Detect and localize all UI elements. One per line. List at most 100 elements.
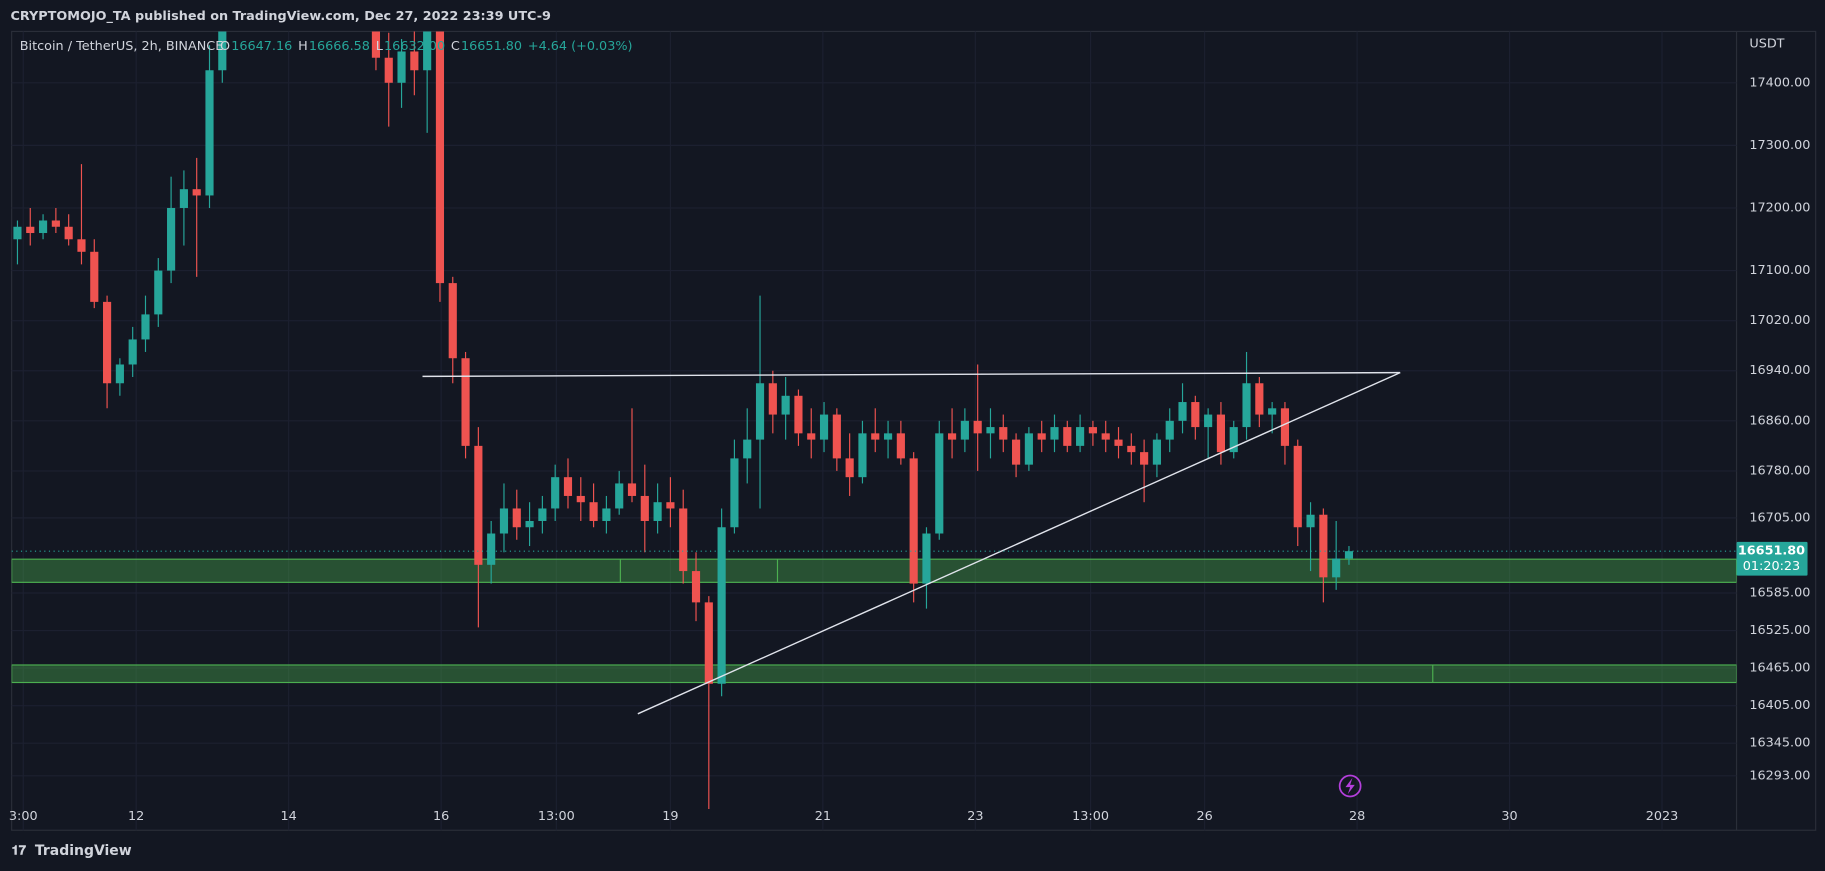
x-tick-label: 13:00 [1072, 809, 1109, 824]
legend-key: C [451, 39, 460, 54]
y-tick-label: 17100.00 [1749, 263, 1810, 278]
legend-value: 16647.16 [231, 39, 292, 54]
candle-body [922, 533, 931, 584]
candle-body [167, 207, 176, 271]
x-tick-label: 28 [1349, 809, 1365, 824]
candle-body [1242, 383, 1251, 428]
candle-body [563, 477, 573, 496]
x-tick-label: 3:00 [9, 809, 38, 824]
publisher: CRYPTOMOJO_TA published on TradingView.c… [10, 9, 551, 24]
plot [11, 31, 1737, 809]
countdown: 01:20:23 [1743, 559, 1800, 574]
legend-key: L [376, 39, 384, 54]
support-zone [11, 664, 1737, 684]
x-tick-label: 14 [281, 809, 297, 824]
candle-body [51, 220, 60, 227]
y-tick-label: 16525.00 [1749, 623, 1810, 638]
candle-body [986, 427, 995, 434]
candle-body [947, 433, 957, 440]
candle-body [461, 358, 470, 446]
candle-body [103, 301, 112, 384]
chart-frame [11, 30, 1817, 831]
legend-key: O [220, 39, 230, 54]
candle-body [768, 383, 777, 415]
candle-body [999, 427, 1008, 440]
support-zone [11, 558, 1737, 583]
legend-value: 16666.58 [309, 39, 370, 54]
candle-body [1152, 439, 1161, 465]
candle-body [781, 395, 790, 415]
candle-body [1229, 427, 1238, 453]
candle-body [1191, 402, 1200, 428]
x-tick-label: 23 [967, 809, 983, 824]
candle-body [26, 226, 35, 234]
alert-icon[interactable] [1338, 774, 1362, 798]
candle-body [1204, 414, 1213, 428]
candle-body [64, 226, 73, 240]
x-tick-label: 12 [128, 809, 144, 824]
y-tick-label: 17400.00 [1749, 75, 1810, 90]
y-tick-label: 16860.00 [1749, 413, 1810, 428]
y-tick-label: 17300.00 [1749, 138, 1810, 153]
candle-body [525, 520, 534, 528]
candle-body [666, 502, 675, 509]
candle-body [77, 239, 86, 252]
candle-body [551, 477, 560, 509]
candle-body [973, 420, 982, 434]
candle-body [717, 527, 726, 684]
candle-body [819, 414, 829, 440]
candle-body [807, 433, 816, 440]
last-price-box [1736, 541, 1808, 576]
candle-body [384, 57, 393, 83]
x-tick-label: 2023 [1646, 809, 1679, 824]
y-tick-label: 16293.00 [1749, 768, 1810, 783]
candle-body [755, 383, 765, 440]
grid [11, 31, 1737, 831]
y-tick-label: 16465.00 [1749, 661, 1810, 676]
y-tick-label: 16940.00 [1749, 363, 1810, 378]
candle-body [1268, 408, 1277, 415]
candle-body [499, 508, 509, 534]
candle-body [1037, 433, 1046, 440]
candle-body [1293, 445, 1302, 528]
candle-body [1165, 420, 1174, 440]
candle-body [704, 602, 713, 684]
legend-key: H [298, 39, 308, 54]
candle-body [576, 495, 585, 503]
x-tick-label: 26 [1196, 809, 1212, 824]
candle-body [730, 458, 739, 528]
candle-body [38, 220, 48, 234]
candle-body [1063, 427, 1072, 446]
candle-body [1216, 414, 1226, 453]
brand: TradingView [35, 843, 132, 859]
candle-body [423, 31, 432, 71]
candle-body [1050, 427, 1059, 440]
candle-body [1127, 445, 1136, 453]
legend-change: +4.64 (+0.03%) [528, 39, 633, 54]
y-tick-label: 16585.00 [1749, 585, 1810, 600]
candle-body [141, 314, 150, 340]
x-tick-label: 16 [433, 809, 449, 824]
candle-body [474, 445, 483, 565]
candle-body [653, 502, 662, 521]
candle-body [691, 571, 701, 603]
candle-body [1012, 439, 1021, 465]
candle-body [192, 189, 201, 196]
candle-body [1140, 452, 1149, 465]
candle-body [627, 483, 637, 496]
candle-body [13, 226, 22, 240]
candle-body [538, 508, 547, 521]
x-tick-label: 19 [662, 809, 678, 824]
y-tick-label: 16345.00 [1749, 736, 1810, 751]
candle-body [1332, 558, 1341, 578]
candle-body [128, 339, 137, 365]
y-tick-label: 16405.00 [1749, 698, 1810, 713]
trend-line [422, 371, 1401, 378]
candle-body [1306, 514, 1315, 528]
candle-body [858, 433, 867, 478]
candle-body [743, 439, 752, 459]
candle-body [1280, 408, 1290, 446]
candle-body [935, 433, 944, 534]
last-price-label: 16651.80 [1738, 544, 1805, 559]
